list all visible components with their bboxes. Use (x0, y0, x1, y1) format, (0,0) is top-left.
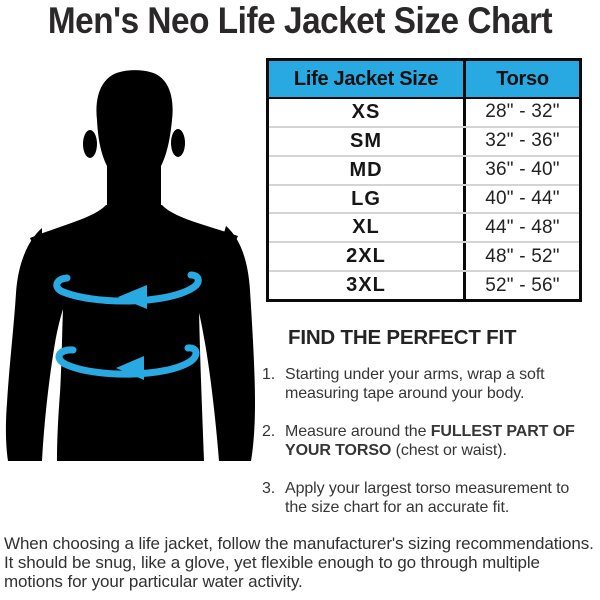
torso-cell: 48" - 52" (463, 243, 579, 271)
fit-guide-heading: FIND THE PERFECT FIT (288, 326, 517, 349)
column-header-torso: Torso (463, 61, 579, 97)
table-row: XL 44" - 48" (269, 212, 579, 242)
waist-measurement-arrow-icon (55, 344, 200, 380)
torso-cell: 40" - 44" (463, 185, 579, 213)
step-text: Apply your largest torso measurement to … (285, 480, 570, 516)
table-row: MD 36" - 40" (269, 154, 579, 184)
fit-guide-section: FIND THE PERFECT FIT 1. Starting under yo… (262, 326, 594, 537)
step-text: Starting under your arms, wrap a soft me… (285, 366, 545, 402)
size-cell: 3XL (346, 274, 386, 297)
table-row: 3XL 52" - 56" (269, 270, 579, 300)
footer-note: When choosing a life jacket, follow the … (4, 534, 594, 592)
step-number: 3. (262, 480, 276, 498)
size-cell: XS (351, 100, 381, 123)
torso-cell: 32" - 36" (463, 127, 579, 155)
page-title: Men's Neo Life Jacket Size Chart (47, 0, 553, 41)
table-row: XS 28" - 32" (269, 99, 579, 126)
fit-step: 2. Measure around the FULLEST PART OF YOU… (262, 423, 594, 460)
male-torso-silhouette (5, 70, 255, 461)
size-cell: 2XL (346, 245, 386, 268)
size-cell: LG (351, 187, 381, 210)
fit-steps: 1. Starting under your arms, wrap a soft … (262, 366, 594, 517)
silhouette-shape (5, 70, 255, 461)
table-row: LG 40" - 44" (269, 183, 579, 213)
step-number: 2. (262, 423, 276, 441)
table-row: SM 32" - 36" (269, 125, 579, 155)
fit-step: 1. Starting under your arms, wrap a soft … (262, 366, 594, 403)
size-cell: SM (350, 129, 382, 152)
step-text: Measure around the FULLEST PART OF YOUR … (285, 423, 575, 459)
step-number: 1. (262, 366, 276, 383)
size-chart-table: Life Jacket Size Torso XS 28" - 32" SM 32" … (266, 58, 582, 302)
fit-step: 3. Apply your largest torso measurement t… (262, 480, 594, 517)
torso-cell: 52" - 56" (463, 272, 579, 300)
torso-cell: 36" - 40" (463, 156, 579, 184)
size-cell: MD (349, 158, 383, 181)
torso-cell: 28" - 32" (463, 99, 579, 126)
table-header-row: Life Jacket Size Torso (269, 61, 579, 99)
column-header-size: Life Jacket Size (293, 67, 439, 90)
size-cell: XL (352, 216, 380, 239)
size-table-body: XS 28" - 32" SM 32" - 36" MD 36" - 40" LG 40" -… (269, 99, 579, 300)
table-row: 2XL 48" - 52" (269, 241, 579, 271)
chest-measurement-arrow-icon (53, 271, 202, 309)
torso-cell: 44" - 48" (463, 214, 579, 242)
